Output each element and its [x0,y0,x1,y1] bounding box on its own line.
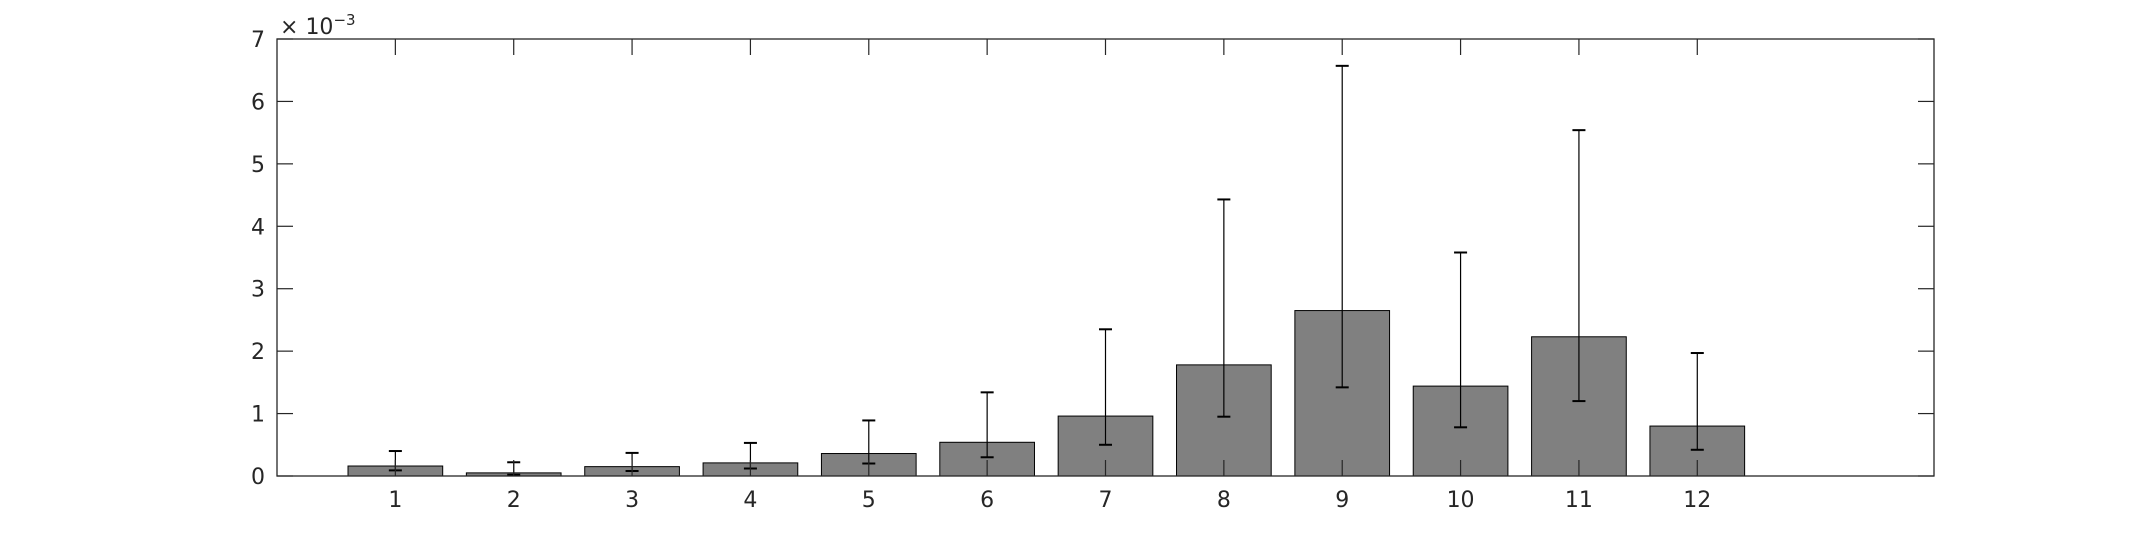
x-tick-label-10: 10 [1447,488,1475,513]
y-tick-label-0: 0 [251,465,265,490]
x-tick-label-7: 7 [1099,488,1113,513]
y-tick-label-1: 1 [251,403,265,428]
y-exponent-label: × 10−3 [280,11,356,40]
x-tick-label-3: 3 [625,488,639,513]
x-tick-label-5: 5 [862,488,876,513]
x-tick-label-6: 6 [980,488,994,513]
x-tick-label-9: 9 [1335,488,1349,513]
y-axis: 0 1 2 3 4 5 6 7 [251,28,1934,490]
y-tick-label-5: 5 [251,153,265,178]
x-axis: 1 2 3 4 5 6 7 8 9 10 11 12 [388,39,1711,513]
y-exponent-base: 10 [305,15,333,40]
y-tick-label-7: 7 [251,28,265,53]
x-tick-label-4: 4 [743,488,757,513]
y-tick-label-4: 4 [251,215,265,240]
x-tick-label-8: 8 [1217,488,1231,513]
x-tick-label-11: 11 [1565,488,1593,513]
x-tick-label-1: 1 [388,488,402,513]
y-tick-label-3: 3 [251,278,265,303]
y-tick-label-6: 6 [251,90,265,115]
x-tick-label-12: 12 [1683,488,1711,513]
y-tick-label-2: 2 [251,340,265,365]
y-exponent-prefix: × [280,15,305,40]
x-tick-label-2: 2 [507,488,521,513]
y-exponent-power: −3 [333,11,355,29]
